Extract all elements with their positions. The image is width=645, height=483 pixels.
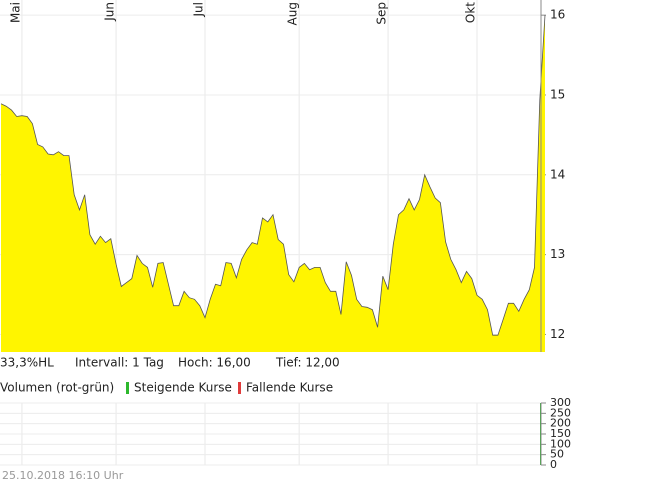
y-tick-label: 14 — [550, 167, 565, 181]
legend-swatch — [126, 382, 129, 394]
x-tick-label: Okt — [464, 2, 478, 23]
legend-label: Steigende Kurse — [134, 381, 232, 395]
stat-label: 33,3%HL — [0, 356, 54, 370]
y-tick-label: 12 — [550, 327, 565, 341]
timestamp: 25.10.2018 16:10 Uhr — [2, 469, 124, 482]
stat-label: Tief: 12,00 — [275, 356, 340, 370]
x-tick-label: Jun — [103, 2, 117, 22]
x-tick-label: Mai — [8, 2, 22, 23]
y-tick-label: 16 — [550, 8, 565, 22]
price-line — [0, 15, 546, 336]
stat-label: Hoch: 16,00 — [178, 356, 251, 370]
x-tick-label: Sep — [375, 2, 389, 25]
y-tick-label: 300 — [550, 396, 571, 409]
x-tick-label: Jul — [192, 2, 206, 17]
x-tick-label: Aug — [286, 2, 300, 25]
y-tick-label: 13 — [550, 247, 565, 261]
price-area — [1, 15, 545, 352]
y-tick-label: 250 — [550, 406, 571, 419]
stat-label: Intervall: 1 Tag — [75, 356, 164, 370]
y-tick-label: 50 — [550, 448, 564, 461]
volume-title: Volumen (rot-grün) — [0, 381, 114, 395]
y-tick-label: 200 — [550, 417, 571, 430]
y-tick-label: 150 — [550, 427, 571, 440]
y-tick-label: 0 — [550, 458, 557, 471]
legend-label: Fallende Kurse — [246, 381, 333, 395]
legend-swatch — [238, 382, 241, 394]
y-tick-label: 100 — [550, 437, 571, 450]
y-tick-label: 15 — [550, 87, 565, 101]
